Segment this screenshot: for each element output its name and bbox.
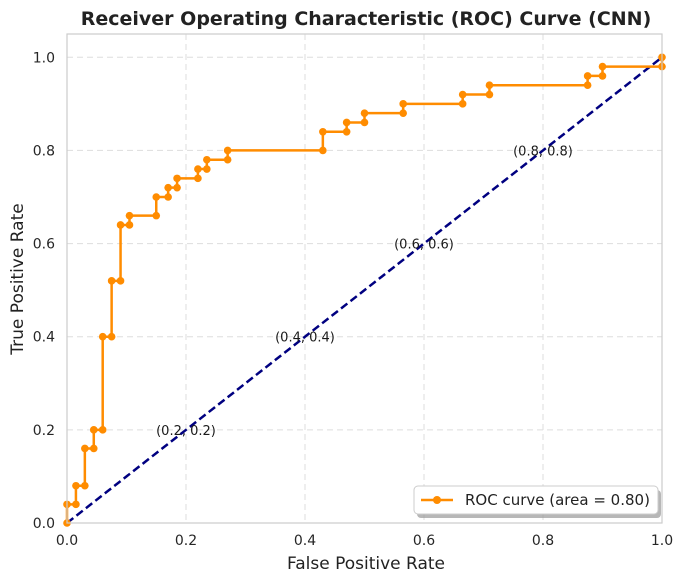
roc-point: [342, 128, 351, 136]
roc-point: [164, 183, 172, 192]
roc-point: [485, 90, 494, 99]
roc-point: [203, 165, 211, 173]
roc-point: [485, 81, 494, 90]
y-tick-label: 0.0: [33, 516, 55, 532]
roc-point: [203, 155, 211, 164]
roc-point: [72, 500, 80, 509]
y-axis-title: True Positive Rate: [8, 203, 28, 355]
legend: ROC curve (area = 0.80): [413, 485, 661, 518]
roc-point: [319, 146, 327, 155]
roc-point: [173, 183, 181, 192]
plot-series: [63, 53, 666, 527]
roc-curve-line: [65, 57, 664, 523]
roc-point: [399, 100, 407, 108]
legend-box: [413, 485, 659, 515]
roc-point: [152, 193, 161, 201]
roc-point: [125, 221, 134, 229]
legend-label: ROC curve (area = 0.80): [465, 491, 650, 509]
x-tick-label: 0.8: [532, 533, 554, 549]
roc-point: [583, 81, 592, 90]
roc-point: [107, 277, 116, 285]
roc-point: [164, 193, 172, 201]
roc-point: [152, 211, 161, 220]
roc-point: [598, 72, 607, 80]
roc-point: [173, 174, 181, 183]
roc-point: [116, 277, 125, 285]
roc-point: [598, 62, 607, 71]
roc-point: [89, 426, 98, 434]
roc-point: [89, 444, 98, 453]
roc-point: [360, 118, 369, 127]
diagonal-point-label: (0.4, 0.4): [275, 331, 335, 346]
legend-marker-sample: [433, 496, 441, 504]
roc-point: [116, 221, 125, 229]
x-axis-title: False Positive Rate: [287, 554, 445, 574]
y-tick-label: 0.4: [33, 330, 55, 346]
x-tick-label: 0.4: [294, 533, 316, 549]
roc-point: [458, 90, 467, 99]
roc-point: [107, 332, 116, 341]
plot-frame: [66, 33, 663, 524]
roc-point: [360, 109, 369, 117]
annotations: (0.2, 0.2) (0.4, 0.4) (0.6, 0.6) (0.8, 0.8): [156, 144, 573, 438]
x-tick-label: 1.0: [651, 533, 673, 549]
diagonal-point-label: (0.8, 0.8): [513, 144, 573, 159]
roc-point: [583, 72, 592, 80]
roc-point: [125, 211, 134, 220]
y-tick-label: 0.2: [33, 423, 55, 439]
roc-point: [81, 444, 89, 453]
roc-point: [72, 481, 80, 490]
y-tick-label: 0.6: [33, 237, 55, 253]
x-tick-label: 0.2: [175, 533, 197, 549]
roc-point: [194, 165, 202, 173]
x-tick-label: 0.0: [56, 533, 78, 549]
roc-point: [458, 100, 467, 108]
reference-diagonal-line: [66, 56, 663, 524]
x-tick-label: 0.6: [413, 533, 435, 549]
chart-title: Receiver Operating Characteristic (ROC) …: [81, 8, 652, 30]
roc-point: [98, 332, 107, 341]
roc-point: [319, 128, 327, 136]
roc-point: [223, 155, 232, 164]
y-tick-label: 0.8: [33, 143, 55, 159]
roc-point: [342, 118, 351, 127]
diagonal-point-label: (0.2, 0.2): [156, 424, 216, 439]
roc-point: [194, 174, 202, 183]
roc-point: [223, 146, 232, 155]
roc-point: [98, 426, 107, 434]
roc-point: [81, 481, 89, 490]
diagonal-point-label: (0.6, 0.6): [394, 238, 454, 253]
axis-ticks: 0.0 0.2 0.4 0.6 0.8 1.0 0.0 0.2 0.4 0.6 0.8 1.0: [33, 50, 673, 549]
y-tick-label: 1.0: [33, 50, 55, 66]
roc-point: [399, 109, 407, 117]
grid-lines: [67, 34, 662, 523]
